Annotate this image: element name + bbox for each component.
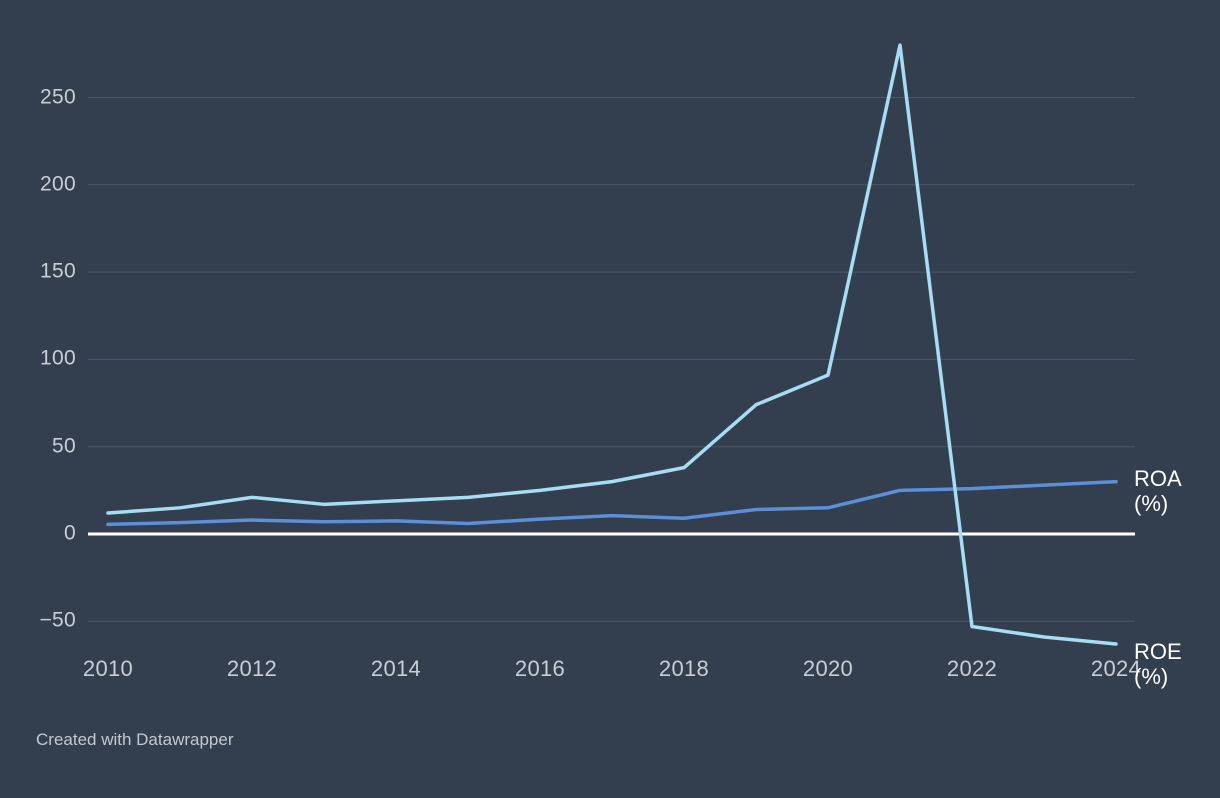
x-axis-tick-label: 2024 [1090,656,1142,681]
y-axis-tick-label: 100 [40,346,76,370]
series-label-roe-line1: ROE [1134,639,1182,664]
series-label-roa-line1: ROA [1134,466,1182,491]
datawrapper-attribution[interactable]: Created with Datawrapper [36,730,234,749]
line-roe [106,43,1118,646]
x-axis-tick-label: 2010 [82,656,134,681]
x-axis-tick-label: 2016 [514,656,566,681]
series-label-roa-line2: (%) [1134,491,1169,516]
series-label-roa: ROA (%) [1134,466,1182,516]
series-label-roe-line2: (%) [1134,664,1169,689]
y-axis-tick-label: 250 [40,85,76,109]
x-axis-tick-label: 2018 [658,656,710,681]
line-roa [106,479,1118,527]
y-axis-tick-label: 0 [64,521,76,545]
series-label-roe: ROE (%) [1134,639,1182,689]
y-axis-tick-label: 200 [40,172,76,196]
y-axis-tick-label: 50 [52,434,76,458]
x-axis-tick-label: 2014 [370,656,422,681]
x-axis-tick-label: 2020 [802,656,854,681]
x-axis-tick-label: 2012 [226,656,278,681]
y-axis-tick-label: −50 [39,608,76,632]
x-axis-tick-label: 2022 [946,656,998,681]
y-axis-tick-label: 150 [40,259,76,283]
